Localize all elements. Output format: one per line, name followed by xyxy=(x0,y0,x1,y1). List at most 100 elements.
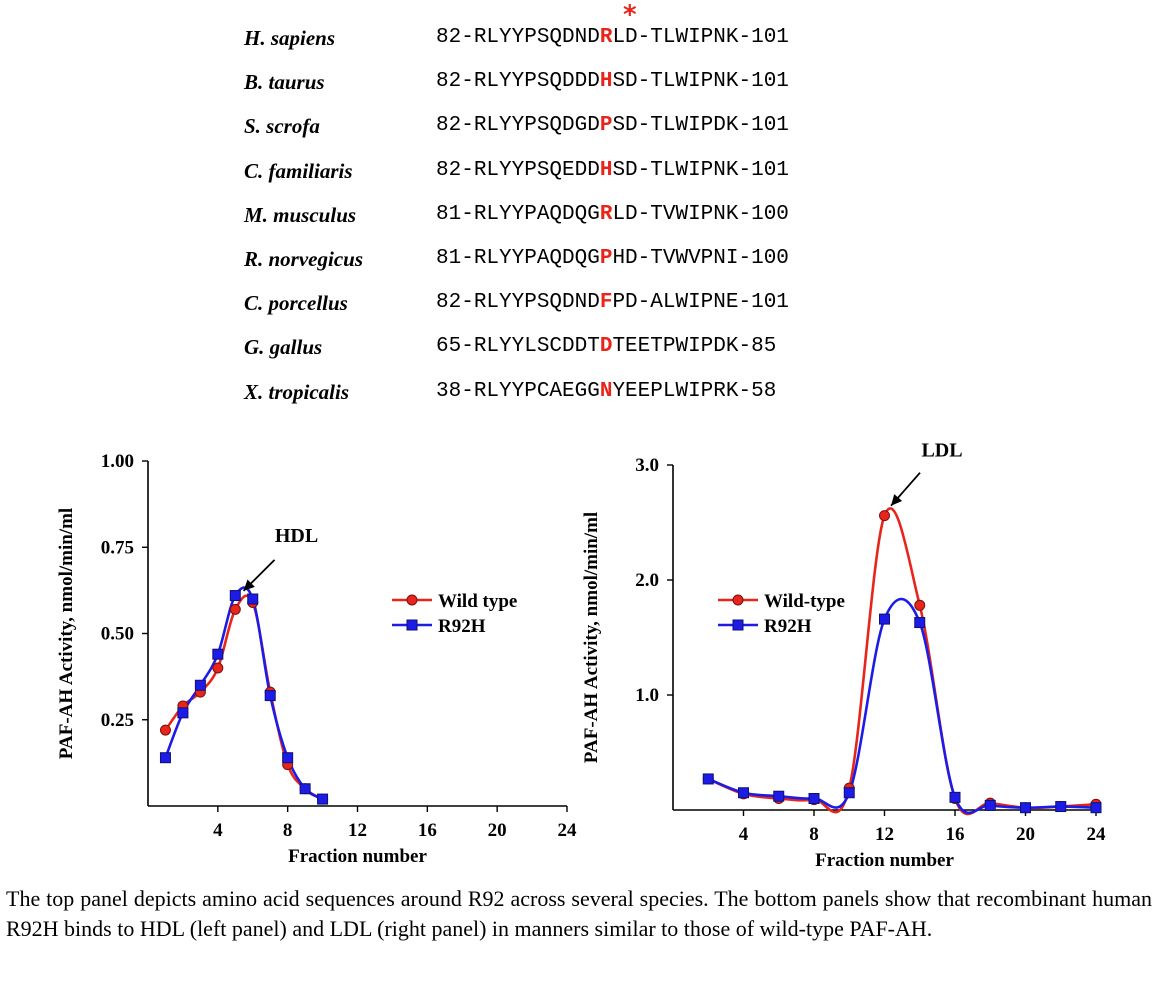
x-tick-label: 4 xyxy=(739,824,749,845)
data-point-r92h xyxy=(282,752,294,764)
highlighted-residue: F xyxy=(599,291,613,315)
sequence-row: 82-RLYYPSQDNDRLD-TLWIPNK-101 xyxy=(436,26,789,49)
data-point-r92h xyxy=(212,648,224,660)
seq-end-position: -58 xyxy=(738,379,777,403)
data-point-r92h xyxy=(738,787,749,799)
sequence-alignment-panel: * H. sapiens 82-RLYYPSQDNDRLD-TLWIPNK-101… xyxy=(0,0,1160,420)
annotation-arrow-head xyxy=(891,494,903,506)
data-point-r92h xyxy=(843,787,855,799)
x-tick-label: 16 xyxy=(418,820,437,841)
conserved-site-asterisk: * xyxy=(623,0,637,30)
species-name: G. gallus xyxy=(244,335,323,360)
highlighted-residue: R xyxy=(599,26,613,49)
y-axis-label: PAF-AH Activity, nmol/min/ml xyxy=(581,512,602,763)
data-point-r92h xyxy=(264,690,276,702)
seq-start-position: 82- xyxy=(436,114,474,138)
seq-start-position: 81- xyxy=(436,247,474,270)
x-tick-label: 24 xyxy=(1087,824,1107,845)
x-axis-label: Fraction number xyxy=(815,850,954,871)
highlighted-residue: R xyxy=(599,202,613,226)
highlighted-residue: P xyxy=(599,114,613,138)
legend-label: R92H xyxy=(438,616,486,637)
data-point-wild-type xyxy=(879,510,890,522)
species-name: S. scrofa xyxy=(244,114,320,139)
highlighted-residue: N xyxy=(599,379,613,403)
seq-right-residues: LD-TVWIPNK xyxy=(612,202,739,226)
data-point-r92h xyxy=(1020,802,1031,814)
x-tick-label: 12 xyxy=(348,820,367,841)
seq-end-position: -101 xyxy=(738,291,789,315)
seq-start-position: 82- xyxy=(436,158,474,182)
y-tick-label: 0.25 xyxy=(101,710,134,731)
species-name: B. taurus xyxy=(244,70,325,95)
data-point-r92h xyxy=(1090,802,1102,814)
seq-right-residues: SD-TLWIPNK xyxy=(612,158,739,182)
seq-end-position: -101 xyxy=(738,70,789,94)
species-name: R. norvegicus xyxy=(244,247,364,271)
sequence-row: 81-RLYYPAQDQGRLD-TVWIPNK-100 xyxy=(436,203,789,226)
annotation-label: HDL xyxy=(275,525,318,547)
seq-start-position: 81- xyxy=(436,202,474,226)
sequence-row: 81-RLYYPAQDQGPHD-TVWVPNI-100 xyxy=(436,247,789,270)
sequence-row: 65-RLYYLSCDDTDTEETPWIPDK-85 xyxy=(436,335,776,358)
seq-start-position: 38- xyxy=(436,379,474,403)
seq-left-residues: RLYYPAQDQG xyxy=(473,202,600,226)
seq-right-residues: SD-TLWIPDK xyxy=(612,114,739,138)
annotation-label: LDL xyxy=(921,440,962,462)
seq-end-position: -85 xyxy=(738,335,777,359)
species-name: X. tropicalis xyxy=(244,379,350,404)
data-point-r92h xyxy=(194,679,206,691)
y-tick-label: 2.0 xyxy=(635,570,659,591)
sequence-row: 82-RLYYPSQDDDHSD-TLWIPNK-101 xyxy=(436,70,789,93)
seq-start-position: 82- xyxy=(436,70,474,94)
y-tick-label: 3.0 xyxy=(635,455,659,476)
seq-left-residues: RLYYPCAEGG xyxy=(473,379,600,403)
seq-left-residues: RLYYPAQDQG xyxy=(473,247,600,270)
seq-left-residues: RLYYPSQDGD xyxy=(473,114,600,138)
series-line-wild-type xyxy=(707,507,1097,816)
seq-left-residues: RLYYPSQDND xyxy=(473,26,600,49)
data-point-r92h xyxy=(159,752,171,764)
legend-marker xyxy=(406,594,418,606)
data-point-wild-type xyxy=(212,662,224,674)
x-tick-label: 24 xyxy=(558,820,578,841)
legend-marker xyxy=(732,619,744,631)
seq-right-residues: SD-TLWIPNK xyxy=(612,70,739,94)
highlighted-residue: D xyxy=(599,335,613,359)
legend-label: Wild-type xyxy=(764,591,845,612)
seq-left-residues: RLYYLSCDDT xyxy=(473,335,600,359)
seq-left-residues: RLYYPSQDND xyxy=(473,291,600,315)
seq-end-position: -101 xyxy=(738,114,789,138)
data-point-r92h xyxy=(299,783,311,795)
data-point-wild-type xyxy=(159,724,171,736)
data-point-r92h xyxy=(1055,801,1067,813)
data-point-r92h xyxy=(773,790,785,802)
sequence-row: 82-RLYYPSQDGDPSD-TLWIPDK-101 xyxy=(436,114,789,137)
figure-caption: The top panel depicts amino acid sequenc… xyxy=(6,886,1152,941)
y-tick-label: 0.50 xyxy=(101,624,134,645)
seq-right-residues: HD-TVWVPNI xyxy=(612,247,739,270)
highlighted-residue: H xyxy=(599,70,613,94)
y-tick-label: 0.75 xyxy=(101,537,134,558)
x-tick-label: 16 xyxy=(946,824,965,845)
seq-right-residues: TEETPWIPDK xyxy=(612,335,739,359)
y-tick-label: 1.0 xyxy=(635,685,659,706)
sequence-row: 82-RLYYPSQDNDFPD-ALWIPNE-101 xyxy=(436,291,789,314)
y-tick-label: 1.00 xyxy=(101,451,134,472)
seq-left-residues: RLYYPSQDDD xyxy=(473,70,600,94)
y-axis-label: PAF-AH Activity, nmol/min/ml xyxy=(56,508,77,759)
species-name: M. musculus xyxy=(244,202,357,227)
data-point-r92h xyxy=(702,773,714,785)
series-line-wild-type xyxy=(164,594,324,801)
data-point-r92h xyxy=(177,707,189,719)
species-name: C. porcellus xyxy=(244,291,348,316)
seq-end-position: -101 xyxy=(738,158,789,182)
x-tick-label: 4 xyxy=(213,820,223,841)
seq-right-residues: YEEPLWIPRK xyxy=(612,379,739,403)
seq-start-position: 65- xyxy=(436,335,474,359)
x-tick-label: 20 xyxy=(488,820,507,841)
data-point-r92h xyxy=(229,590,241,602)
annotation-arrow-head xyxy=(243,579,255,591)
seq-right-residues: LD-TLWIPNK xyxy=(612,26,739,49)
chart-right-ldl: 4 8 12 16 20 24 1.0 2.0 3.0 Fraction number PAF-AH… xyxy=(581,440,1107,871)
